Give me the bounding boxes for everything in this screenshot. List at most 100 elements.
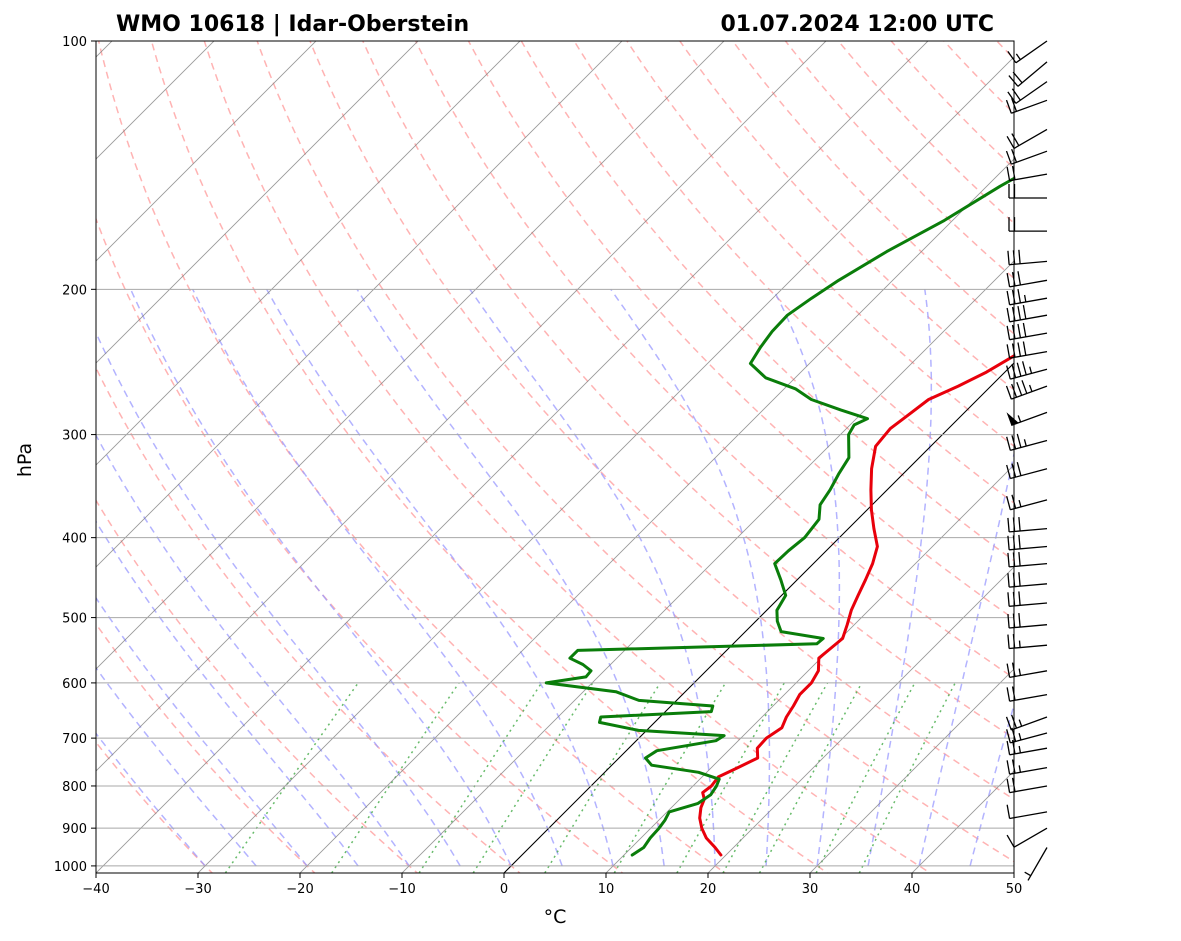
x-tick-label: 50 bbox=[1006, 882, 1023, 897]
wind-barb bbox=[1007, 572, 1048, 588]
moist-adiabat bbox=[772, 288, 841, 866]
wind-barb bbox=[1008, 217, 1047, 232]
isotherm bbox=[707, 566, 1014, 873]
wind-barb bbox=[1007, 534, 1048, 551]
y-tick-label: 800 bbox=[62, 780, 87, 795]
wind-barb bbox=[1005, 380, 1048, 400]
y-tick-label: 900 bbox=[62, 822, 87, 837]
moist-adiabat bbox=[918, 450, 1014, 867]
dry-adiabat bbox=[1032, 23, 1181, 884]
chart-title-station: WMO 10618 | Idar-Oberstein bbox=[116, 12, 469, 37]
isotherm bbox=[96, 41, 317, 262]
moist-adiabat bbox=[969, 702, 1014, 867]
zero-isotherm bbox=[503, 362, 1014, 873]
dry-adiabat bbox=[890, 41, 1014, 170]
dry-adiabat bbox=[96, 366, 522, 873]
dry-adiabat bbox=[96, 499, 419, 873]
x-tick-label: −20 bbox=[286, 882, 313, 897]
isotherm bbox=[605, 464, 1014, 873]
mixing-ratio-line bbox=[858, 682, 956, 873]
temperature-profile bbox=[698, 354, 1014, 857]
sounding-profiles bbox=[544, 176, 1014, 857]
y-axis-label: hPa bbox=[14, 443, 36, 477]
moist-adiabat bbox=[96, 520, 359, 867]
moist-adiabat bbox=[96, 331, 461, 867]
moist-adiabat bbox=[610, 288, 771, 866]
mixing-ratio-line bbox=[544, 682, 661, 873]
dry-adiabat bbox=[942, 41, 1014, 115]
wind-barb bbox=[1006, 662, 1048, 679]
y-tick-label: 400 bbox=[62, 532, 87, 547]
x-tick-label: −10 bbox=[388, 882, 415, 897]
wind-barb bbox=[1006, 461, 1048, 480]
dry-adiabat bbox=[96, 216, 624, 873]
x-tick-label: 40 bbox=[904, 882, 921, 897]
x-tick-label: 0 bbox=[500, 882, 508, 897]
y-tick-label: 1000 bbox=[54, 860, 87, 875]
dry-adiabat bbox=[520, 41, 1014, 562]
x-tick-label: 20 bbox=[700, 882, 717, 897]
wind-barb bbox=[1006, 433, 1048, 451]
wind-barb bbox=[1006, 128, 1048, 149]
moist-adiabat bbox=[96, 666, 257, 867]
wind-barb bbox=[1006, 271, 1048, 288]
y-tick-label: 700 bbox=[62, 732, 87, 747]
dry-adiabat bbox=[309, 41, 1014, 801]
mixing-ratio-line bbox=[331, 682, 460, 873]
wind-barb bbox=[1006, 804, 1048, 820]
y-tick-label: 100 bbox=[62, 35, 87, 50]
isotherm bbox=[197, 56, 1014, 873]
wind-barbs bbox=[1005, 40, 1048, 881]
isotherm bbox=[401, 260, 1014, 873]
wind-barb bbox=[1006, 777, 1048, 794]
wind-barb bbox=[1007, 634, 1048, 650]
wind-barb bbox=[1007, 551, 1048, 568]
dry-adiabat bbox=[626, 41, 1014, 448]
dry-adiabat bbox=[414, 41, 1014, 680]
dry-adiabat bbox=[678, 41, 1014, 391]
dry-adiabat bbox=[731, 41, 1014, 335]
wind-barb bbox=[1006, 288, 1048, 306]
dry-adiabat bbox=[203, 41, 932, 873]
mixing-ratio-line bbox=[472, 682, 594, 873]
y-tick-label: 300 bbox=[62, 429, 87, 444]
wind-barb bbox=[1006, 827, 1048, 848]
mixing-ratio-line bbox=[418, 682, 543, 873]
wind-barb bbox=[1024, 847, 1048, 881]
wind-barb bbox=[1005, 148, 1048, 165]
wind-barb bbox=[1007, 40, 1048, 64]
wind-barb bbox=[1006, 686, 1048, 702]
wind-barb bbox=[1007, 591, 1048, 607]
wind-barb bbox=[1005, 98, 1048, 114]
wind-barb bbox=[1007, 516, 1048, 533]
dry-adiabat bbox=[150, 41, 829, 873]
wind-barb bbox=[1006, 322, 1048, 341]
isotherm bbox=[96, 41, 215, 160]
dewpoint-profile bbox=[544, 176, 1014, 857]
isotherm bbox=[299, 158, 1014, 873]
mixing-ratio-line bbox=[613, 682, 727, 873]
x-tick-label: −40 bbox=[82, 882, 109, 897]
isotherm bbox=[503, 362, 1014, 873]
moist-adiabat bbox=[96, 596, 308, 867]
moist-adiabat bbox=[1021, 289, 1181, 866]
moist-adiabat bbox=[192, 288, 563, 867]
wind-barb bbox=[1007, 249, 1048, 266]
dry-adiabat bbox=[467, 41, 1014, 620]
x-tick-label: 10 bbox=[598, 882, 615, 897]
moist-adiabat bbox=[96, 732, 206, 867]
wind-barb bbox=[1006, 305, 1048, 323]
wind-barb bbox=[1008, 184, 1047, 199]
isotherm bbox=[96, 41, 419, 364]
wind-barb bbox=[1006, 494, 1048, 511]
y-tick-label: 600 bbox=[62, 677, 87, 692]
isotherm bbox=[96, 41, 827, 772]
wind-barb bbox=[1006, 341, 1048, 359]
dry-adiabat bbox=[573, 41, 1014, 504]
y-tick-label: 200 bbox=[62, 283, 87, 298]
wind-barb bbox=[1007, 613, 1048, 629]
background-grid bbox=[96, 23, 1181, 884]
isotherm bbox=[96, 41, 521, 466]
isotherm bbox=[96, 41, 623, 568]
